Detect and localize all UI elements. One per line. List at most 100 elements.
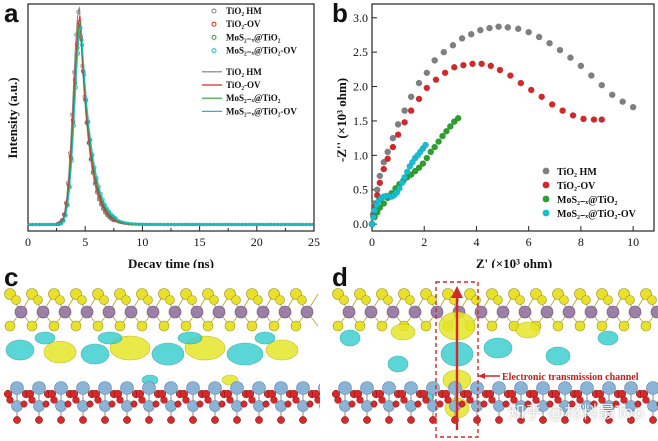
titanium-atom: [76, 381, 90, 395]
nyquist-point: [415, 95, 423, 103]
legend-label-a: MoS₂₋ₓ@TiO₂-OV: [226, 106, 297, 116]
charge-density-d: Electronic transmission channel: [331, 281, 658, 438]
nyquist-chart: -Z'' (×10³ ohm) Z' (×10³ ohm) 0 2 4 6 8 10 0.0…: [334, 3, 655, 268]
channel-arrow-head: [451, 286, 463, 298]
sulfur-atom: [70, 320, 82, 332]
titanium-atom: [10, 381, 24, 395]
titanium-atom: [493, 400, 505, 412]
charge-depletion-lobe: [483, 337, 513, 359]
oxygen-atom: [6, 396, 14, 404]
legend-marker-b: [542, 181, 550, 189]
nyquist-point: [577, 62, 585, 70]
titanium-atom: [297, 400, 309, 412]
y-tick-label-b: 1.5: [353, 114, 368, 128]
oxygen-atom: [385, 416, 393, 424]
charge-depletion-lobe: [254, 331, 276, 345]
oxygen-atom: [539, 416, 547, 424]
nyquist-series-0: [368, 23, 637, 228]
nyquist-point: [435, 138, 442, 145]
nyquist-point: [538, 93, 546, 101]
oxygen-atom: [627, 416, 635, 424]
titanium-atom: [275, 400, 287, 412]
nyquist-point: [608, 91, 616, 99]
titanium-atom: [32, 381, 46, 395]
sulfur-atom: [339, 295, 349, 305]
titanium-atom: [624, 381, 638, 395]
nyquist-point: [427, 148, 435, 156]
sulfur-atom: [603, 295, 613, 305]
charge-accumulation-lobe: [265, 339, 299, 361]
sulfur-atom: [158, 320, 170, 332]
nyquist-point: [401, 118, 408, 126]
titanium-atom: [427, 400, 439, 412]
oxygen-atom: [108, 400, 116, 408]
oxygen-atom: [255, 416, 263, 424]
titanium-atom: [339, 400, 351, 412]
oxygen-atom: [86, 400, 94, 408]
molybdenum-atom: [496, 305, 510, 319]
charge-accumulation-lobe: [43, 340, 77, 364]
sulfur-atom: [275, 295, 285, 305]
nyquist-point: [580, 115, 587, 123]
titanium-atom: [252, 381, 266, 395]
charge-depletion-lobe: [5, 339, 35, 361]
nyquist-point: [422, 141, 429, 149]
oxygen-atom: [233, 416, 241, 424]
titanium-atom: [121, 400, 133, 412]
sulfur-atom: [354, 320, 366, 332]
molybdenum-atom: [408, 305, 422, 319]
nyquist-point: [415, 79, 423, 87]
molybdenum-atom: [386, 305, 400, 319]
titanium-atom: [318, 383, 320, 393]
y-tick-label-b: 0.5: [353, 183, 368, 197]
legend-label-a: MoS₂₋ₓ@TiO₂: [226, 93, 281, 103]
molybdenum-atom: [58, 305, 72, 319]
oxygen-atom: [262, 400, 270, 408]
oxygen-atom: [57, 416, 65, 424]
y-tick-label-b: 1.0: [353, 148, 368, 162]
charge-depletion-lobe: [597, 330, 619, 346]
y-tick-label-b: 2.5: [353, 45, 368, 59]
charge-depletion-lobe: [387, 355, 409, 373]
oxygen-atom: [64, 400, 72, 408]
nyquist-point: [556, 46, 564, 54]
oxygen-atom: [28, 396, 36, 404]
nyquist-point: [507, 72, 514, 79]
sulfur-atom: [290, 320, 302, 332]
nyquist-point: [376, 172, 384, 180]
oxygen-atom: [466, 396, 474, 404]
oxygen-atom: [524, 400, 532, 408]
oxygen-atom: [407, 416, 415, 424]
nyquist-point: [398, 179, 406, 187]
oxygen-atom: [101, 416, 109, 424]
nyquist-point: [380, 200, 388, 207]
oxygen-atom: [495, 416, 503, 424]
molybdenum-atom: [430, 305, 444, 319]
oxygen-atom: [189, 416, 197, 424]
oxygen-atom: [240, 400, 248, 408]
sulfur-atom: [180, 320, 192, 332]
nyquist-point: [527, 86, 535, 94]
nyquist-point: [450, 63, 458, 71]
sulfur-atom: [11, 295, 21, 305]
nyquist-point: [535, 33, 543, 41]
titanium-atom: [470, 381, 484, 395]
nyquist-point: [401, 173, 408, 181]
nyquist-point: [449, 41, 457, 49]
sulfur-atom: [471, 295, 481, 305]
panel-label-a: a: [4, 0, 19, 28]
legend-label-a: TiO₂-OV: [226, 19, 261, 29]
channel-box: [435, 281, 479, 438]
charge-density-c: [3, 288, 320, 424]
titanium-atom: [11, 400, 23, 412]
molybdenum-atom: [102, 305, 116, 319]
oxygen-atom: [72, 396, 80, 404]
nyquist-point: [514, 25, 522, 33]
titanium-atom: [360, 381, 374, 395]
oxygen-atom: [248, 396, 256, 404]
oxygen-atom: [642, 396, 650, 404]
oxygen-atom: [152, 400, 160, 408]
nyquist-point: [469, 60, 476, 68]
nyquist-point: [376, 179, 384, 187]
nyquist-point: [525, 28, 533, 36]
